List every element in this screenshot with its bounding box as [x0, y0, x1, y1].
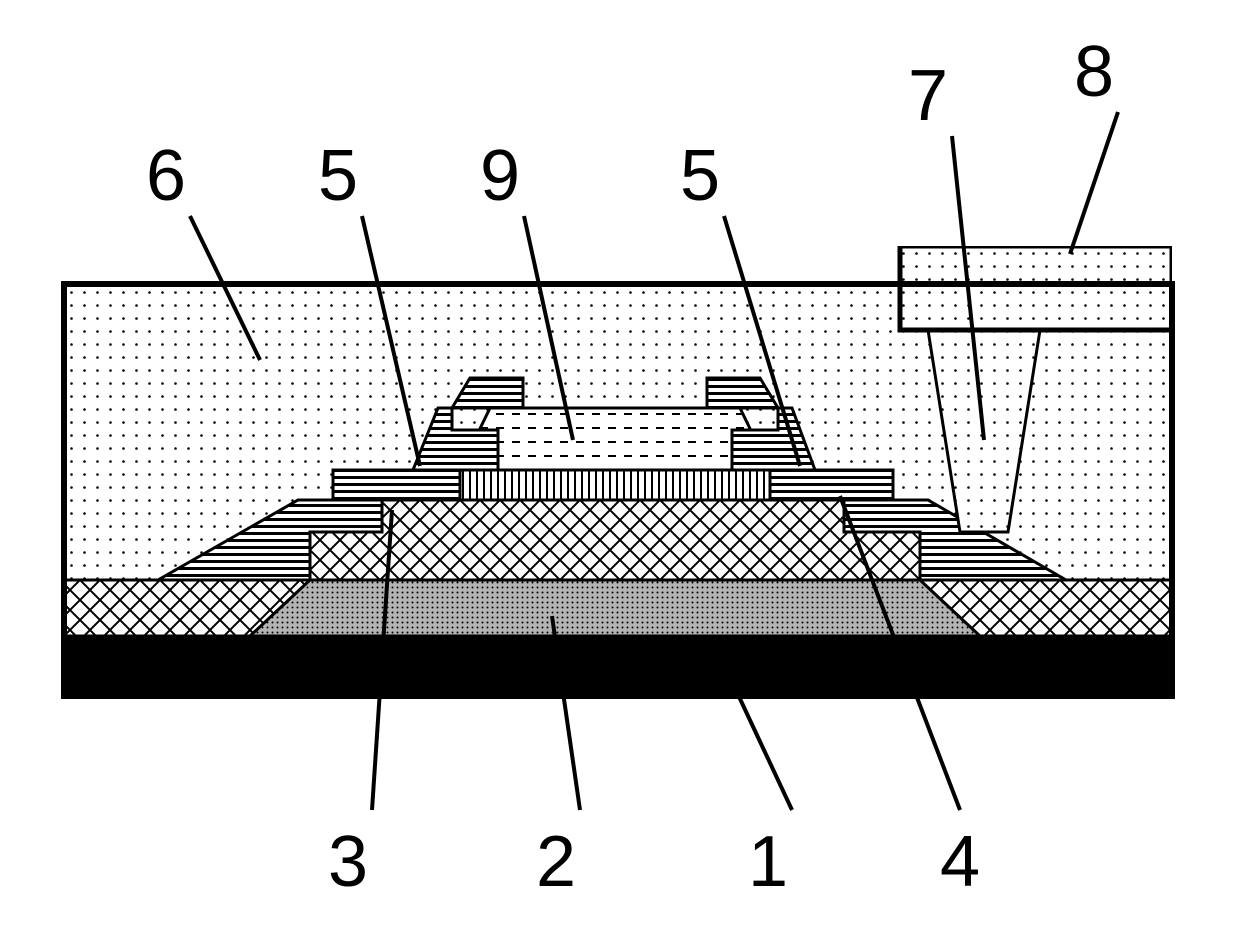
callout-label-7: 7 — [908, 56, 948, 136]
callout-label-1: 1 — [748, 822, 788, 902]
callout-label-4: 4 — [940, 822, 980, 902]
callout-label-2: 2 — [536, 822, 576, 902]
callout-label-9: 9 — [480, 136, 520, 216]
callout-line-8 — [1070, 112, 1118, 254]
callout-label-5a: 5 — [318, 136, 358, 216]
callout-label-3: 3 — [328, 822, 368, 902]
callout-label-8: 8 — [1074, 32, 1114, 112]
callout-label-6: 6 — [146, 136, 186, 216]
callout-label-5b: 5 — [680, 136, 720, 216]
